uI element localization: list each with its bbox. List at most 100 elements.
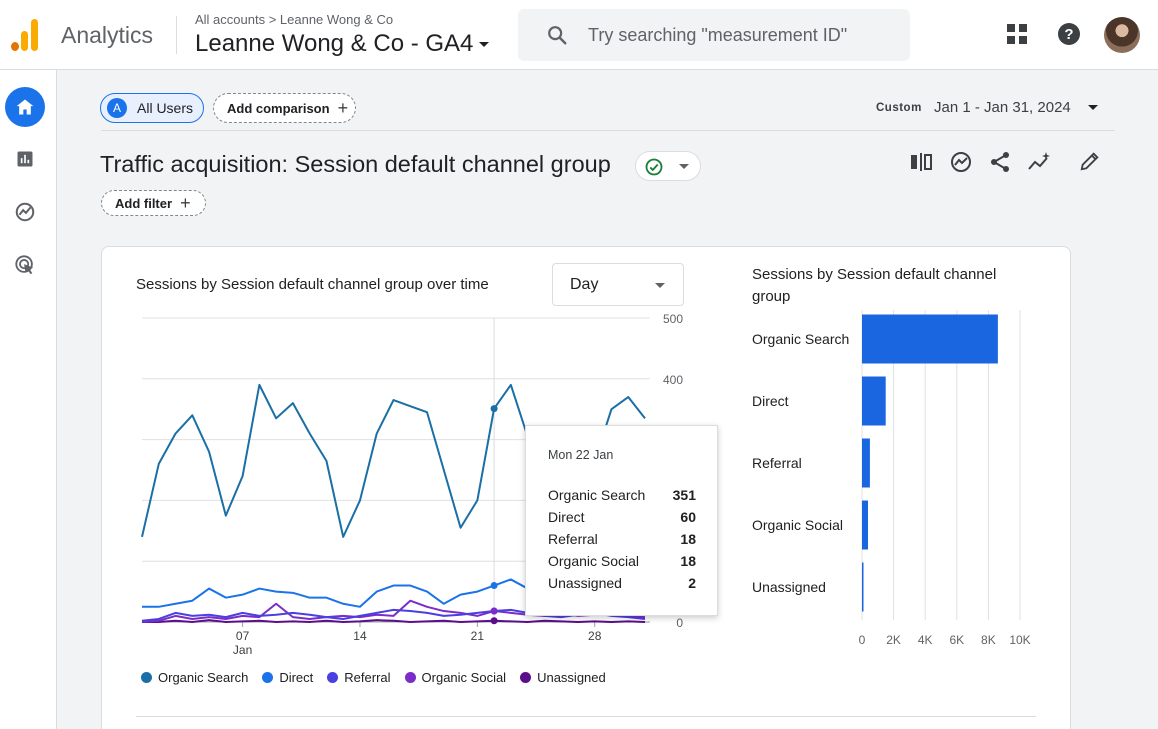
legend-item[interactable]: Organic Search xyxy=(141,670,248,685)
bar-chart[interactable]: 0 2K 4K 6K 8K 10K Organic Search Direct Referral… xyxy=(740,300,1050,660)
tooltip-value: 18 xyxy=(680,531,696,547)
legend-item[interactable]: Direct xyxy=(262,670,313,685)
report-status-dropdown[interactable] xyxy=(635,151,701,181)
x-tick-label: 21 xyxy=(471,629,485,643)
insights-icon[interactable] xyxy=(1027,150,1053,174)
granularity-value: Day xyxy=(570,276,599,293)
tooltip-value: 351 xyxy=(672,487,696,503)
compare-trend-icon[interactable] xyxy=(949,150,973,174)
x-tick-label: 0 xyxy=(859,633,866,647)
chart-tooltip: Mon 22 Jan Organic Search 351 Direct 60 Re… xyxy=(525,425,718,616)
legend-label: Referral xyxy=(344,670,391,685)
hover-point xyxy=(490,617,498,625)
toolbar-divider xyxy=(101,130,1115,131)
apps-grid-icon[interactable] xyxy=(1005,22,1029,46)
card-divider xyxy=(136,716,1036,717)
series-line[interactable] xyxy=(141,608,646,622)
bar[interactable] xyxy=(862,500,869,550)
explore-icon xyxy=(15,202,35,222)
user-avatar[interactable] xyxy=(1104,17,1140,53)
bar[interactable] xyxy=(862,562,864,612)
line-chart-title: Sessions by Session default channel grou… xyxy=(136,276,489,293)
legend-label: Organic Search xyxy=(158,670,249,685)
tooltip-label: Referral xyxy=(548,531,598,547)
explore-nav-item[interactable] xyxy=(5,192,45,232)
analytics-logo-icon[interactable] xyxy=(11,19,41,51)
left-nav xyxy=(0,70,57,729)
help-icon[interactable]: ? xyxy=(1057,22,1081,46)
caret-down-icon xyxy=(655,283,665,288)
y-tick-label: 0 xyxy=(676,616,683,630)
legend-item[interactable]: Referral xyxy=(327,670,391,685)
header-divider xyxy=(176,16,177,54)
tooltip-row: Unassigned 2 xyxy=(548,575,696,591)
tooltip-value: 18 xyxy=(680,553,696,569)
tooltip-row: Organic Search 351 xyxy=(548,487,696,503)
edit-pencil-icon[interactable] xyxy=(1079,150,1101,172)
caret-down-icon xyxy=(479,41,490,47)
tooltip-label: Direct xyxy=(548,509,585,525)
tooltip-value: 60 xyxy=(680,509,696,525)
search-icon xyxy=(548,26,567,45)
date-range-picker[interactable]: Jan 1 - Jan 31, 2024 xyxy=(934,99,1071,116)
x-tick-label: 4K xyxy=(918,633,933,647)
bar-category-label: Referral xyxy=(752,455,802,471)
date-custom-tag: Custom xyxy=(871,98,927,118)
x-tick-label: 2K xyxy=(886,633,901,647)
tooltip-row: Direct 60 xyxy=(548,509,696,525)
bar-chart-title: Sessions by Session default channel grou… xyxy=(752,266,997,305)
y-tick-label: 500 xyxy=(663,312,683,326)
caret-down-icon xyxy=(679,164,689,169)
y-tick-label: 400 xyxy=(663,373,683,387)
hover-point xyxy=(490,582,498,590)
legend-dot xyxy=(520,672,532,683)
target-cursor-icon xyxy=(15,255,34,275)
home-nav-item[interactable] xyxy=(5,87,45,127)
legend-dot xyxy=(262,672,274,683)
add-comparison-button[interactable]: Add comparison + xyxy=(213,93,356,123)
search-bar[interactable]: Try searching "measurement ID" xyxy=(518,9,910,61)
x-tick-label: 10K xyxy=(1009,633,1030,647)
customize-report-icon[interactable] xyxy=(909,150,933,174)
bar[interactable] xyxy=(862,438,870,488)
series-line[interactable] xyxy=(142,619,646,623)
home-icon xyxy=(16,99,34,115)
breadcrumb[interactable]: All accounts > Leanne Wong & Co xyxy=(195,12,394,27)
account-title: Leanne Wong & Co - GA4 xyxy=(195,30,474,57)
hover-point xyxy=(490,607,498,615)
add-filter-button[interactable]: Add filter + xyxy=(101,190,206,216)
granularity-select[interactable]: Day xyxy=(552,263,684,306)
x-tick-sublabel: Jan xyxy=(233,643,252,657)
bar-category-label: Organic Social xyxy=(752,517,843,533)
top-bar: Analytics All accounts > Leanne Wong & C… xyxy=(0,0,1158,70)
reports-nav-item[interactable] xyxy=(5,139,45,179)
x-tick-label: 14 xyxy=(353,629,367,643)
line-chart-legend: Organic Search Direct Referral Organic Soci… xyxy=(141,670,606,685)
date-caret-down-icon[interactable] xyxy=(1088,105,1098,110)
segment-letter-badge: A xyxy=(107,98,127,118)
x-tick-label: 6K xyxy=(949,633,964,647)
share-icon[interactable] xyxy=(988,150,1012,174)
page-title: Traffic acquisition: Session default cha… xyxy=(100,151,611,177)
legend-dot xyxy=(404,672,416,683)
tooltip-label: Unassigned xyxy=(548,575,622,591)
legend-item[interactable]: Organic Social xyxy=(404,670,507,685)
tooltip-label: Organic Social xyxy=(548,553,640,569)
tooltip-value: 2 xyxy=(688,575,696,591)
legend-label: Unassigned xyxy=(537,670,606,685)
account-selector[interactable]: Leanne Wong & Co - GA4 xyxy=(195,30,490,58)
advertising-nav-item[interactable] xyxy=(5,245,45,285)
plus-icon: + xyxy=(337,97,349,118)
segment-chip-all-users[interactable]: A All Users xyxy=(100,93,204,123)
x-tick-label: 8K xyxy=(981,633,996,647)
legend-item[interactable]: Unassigned xyxy=(520,670,606,685)
bar[interactable] xyxy=(862,376,886,426)
bar[interactable] xyxy=(862,314,998,364)
x-tick-label: 28 xyxy=(588,629,602,643)
search-placeholder: Try searching "measurement ID" xyxy=(588,24,848,45)
segment-label: All Users xyxy=(137,100,194,116)
legend-label: Organic Social xyxy=(421,670,507,685)
app-name[interactable]: Analytics xyxy=(61,22,154,48)
legend-dot xyxy=(327,672,339,683)
hover-point xyxy=(490,405,498,413)
